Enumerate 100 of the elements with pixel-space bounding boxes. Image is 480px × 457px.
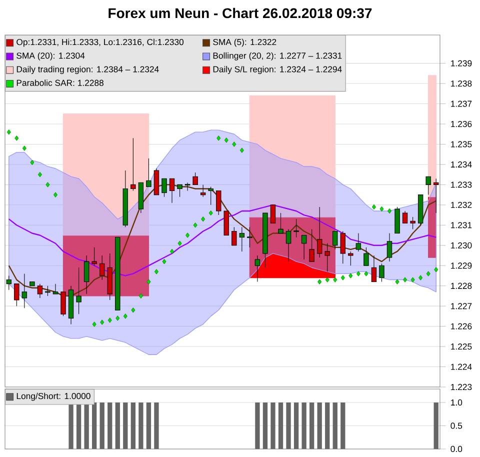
y-tick-label: 1.229	[451, 262, 472, 269]
candlestick	[76, 267, 82, 314]
legend-label: Op:1.2331, Hi:1.2333, Lo:1.2316, Cl:1.2330	[16, 38, 184, 47]
point	[123, 314, 128, 319]
point	[30, 160, 34, 166]
point	[364, 271, 368, 276]
candlestick	[52, 284, 58, 294]
legend-label: Daily S/L region: 1.2324 – 1.2294	[213, 66, 342, 74]
candlestick	[115, 237, 120, 310]
candlestick	[184, 182, 190, 192]
y-tick-label: 1.226	[451, 323, 472, 330]
candlestick	[162, 178, 167, 198]
candlestick	[232, 226, 237, 246]
point	[22, 146, 26, 151]
candlestick	[154, 168, 160, 196]
point	[6, 129, 11, 135]
point	[92, 322, 96, 327]
point	[372, 204, 376, 210]
point	[14, 136, 19, 141]
point	[53, 192, 58, 198]
candlestick	[22, 273, 28, 308]
candlestick	[200, 184, 206, 198]
y-tick-label: 1.234	[451, 161, 472, 168]
point	[325, 277, 330, 282]
candlestick	[14, 284, 20, 306]
point	[146, 279, 151, 284]
y-tick-label: 1.224	[451, 364, 472, 370]
candlestick	[100, 255, 105, 280]
legend-label: Daily trading region: 1.2384 – 1.2324	[16, 66, 159, 74]
candlestick	[216, 190, 222, 216]
point	[333, 277, 338, 282]
point	[170, 248, 174, 254]
point	[208, 210, 213, 216]
y-tick-label: 1.231	[451, 222, 472, 228]
candlestick	[324, 243, 330, 272]
point	[340, 275, 345, 280]
y-tick-label: 1.238	[451, 80, 472, 87]
point	[46, 182, 50, 188]
candlestick	[294, 218, 299, 238]
legend-label: SMA (5): 1.2322	[213, 38, 276, 47]
candlestick	[130, 138, 136, 192]
point	[410, 277, 415, 282]
candlestick	[316, 206, 322, 258]
candlestick	[426, 176, 431, 196]
candlestick	[410, 216, 416, 230]
point	[232, 142, 236, 147]
point	[356, 271, 360, 276]
point	[380, 206, 384, 212]
point	[348, 273, 353, 278]
candlestick	[208, 186, 214, 206]
candlestick	[192, 172, 198, 185]
point	[108, 318, 112, 323]
candlestick	[138, 182, 144, 214]
candlestick	[254, 255, 260, 282]
candlestick	[309, 228, 314, 262]
candlestick	[224, 210, 229, 236]
candlestick	[434, 178, 439, 214]
y-tick-label: 0.5	[450, 422, 462, 429]
point	[224, 138, 228, 143]
candlestick	[364, 247, 369, 266]
legend-label: SMA (20): 1.2304	[16, 52, 85, 60]
candlestick	[371, 255, 377, 282]
candlestick	[239, 226, 245, 252]
candlestick	[68, 286, 74, 325]
y-tick-label: 1.232	[451, 202, 472, 208]
point	[418, 275, 423, 280]
y-tick-label: 1.233	[451, 182, 472, 188]
y-tick-label: 0.0	[450, 446, 462, 452]
point	[395, 279, 400, 284]
candlestick	[107, 253, 112, 300]
chart-title: Forex um Neun - Chart 26.02.2018 09:37	[108, 8, 372, 18]
y-tick-label: 1.223	[451, 384, 472, 390]
candlestick	[60, 292, 66, 316]
point	[154, 269, 158, 274]
y-tick-label: 1.235	[451, 141, 472, 148]
candlestick	[402, 210, 408, 224]
y-tick-label: 1.0	[451, 399, 462, 406]
candlestick	[332, 230, 338, 250]
candlestick	[386, 232, 392, 262]
candlestick	[92, 247, 97, 266]
point	[186, 232, 190, 238]
candlestick	[122, 170, 128, 228]
point	[131, 308, 136, 313]
point	[193, 222, 198, 228]
point	[434, 267, 438, 272]
candlestick	[37, 284, 43, 298]
y-tick-label: 1.236	[451, 120, 472, 128]
legend-label: Parabolic SAR: 1.2288	[16, 80, 104, 86]
candlestick	[356, 232, 362, 252]
y-tick-label: 1.225	[451, 343, 472, 350]
candlestick	[286, 228, 292, 262]
candlestick	[348, 251, 354, 266]
candlestick	[278, 212, 284, 234]
candlestick	[169, 178, 175, 204]
candlestick	[6, 275, 12, 290]
candlestick	[301, 234, 307, 260]
candlestick	[262, 212, 268, 268]
point	[318, 279, 322, 284]
candlestick	[30, 282, 35, 286]
point	[403, 277, 408, 282]
